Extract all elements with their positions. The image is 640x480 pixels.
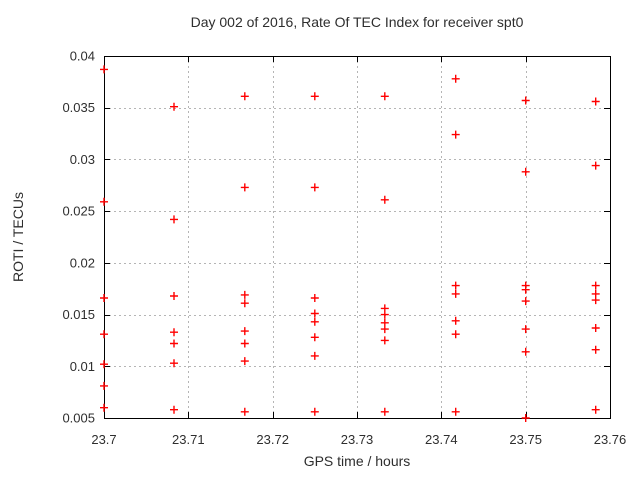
axis-border <box>104 56 611 419</box>
svg-text:0.035: 0.035 <box>62 100 95 115</box>
svg-text:0.015: 0.015 <box>62 307 95 322</box>
svg-text:0.005: 0.005 <box>62 411 95 426</box>
svg-text:0.01: 0.01 <box>70 359 95 374</box>
svg-text:0.04: 0.04 <box>70 49 95 64</box>
svg-text:23.71: 23.71 <box>172 432 205 447</box>
chart-title: Day 002 of 2016, Rate Of TEC Index for r… <box>190 14 524 30</box>
svg-text:0.03: 0.03 <box>70 152 95 167</box>
svg-text:23.75: 23.75 <box>509 432 542 447</box>
svg-text:0.025: 0.025 <box>62 204 95 219</box>
svg-text:23.73: 23.73 <box>341 432 374 447</box>
svg-text:23.7: 23.7 <box>91 432 116 447</box>
svg-text:23.74: 23.74 <box>425 432 458 447</box>
x-axis-label: GPS time / hours <box>303 453 411 469</box>
svg-text:23.76: 23.76 <box>594 432 627 447</box>
grid-lines <box>104 56 610 418</box>
svg-text:23.72: 23.72 <box>256 432 289 447</box>
tick-labels: 23.7 23.71 23.72 23.73 23.74 23.75 23.76 0.005 0… <box>62 49 626 448</box>
data-points <box>100 65 600 422</box>
svg-text:0.02: 0.02 <box>70 255 95 270</box>
